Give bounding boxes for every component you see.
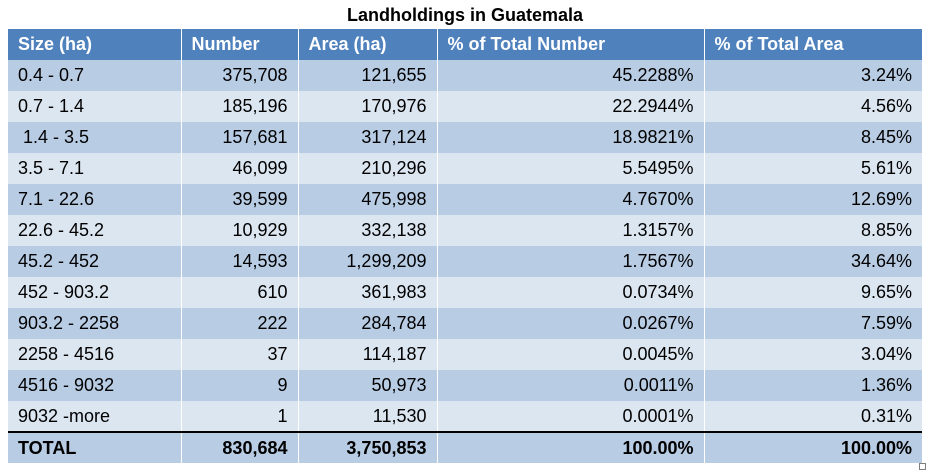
- pct-area-cell: 9.65%: [704, 277, 922, 308]
- table-row: 903.2 - 2258 222 284,784 0.0267% 7.59%: [8, 308, 922, 339]
- total-pct-number: 100.00%: [437, 431, 705, 463]
- column-header-size: Size (ha): [8, 29, 182, 60]
- area-cell: 210,296: [298, 153, 438, 184]
- size-cell: 0.4 - 0.7: [8, 60, 182, 91]
- size-cell: 452 - 903.2: [8, 277, 182, 308]
- pct-number-cell: 1.3157%: [437, 215, 705, 246]
- number-cell: 9: [181, 370, 299, 401]
- header-row: Size (ha) Number Area (ha) % of Total Nu…: [8, 29, 922, 60]
- pct-area-cell: 3.04%: [704, 339, 922, 370]
- pct-area-cell: 8.45%: [704, 122, 922, 153]
- total-pct-area: 100.00%: [704, 431, 922, 463]
- size-cell: 45.2 - 452: [8, 246, 182, 277]
- table-row: 9032 -more 1 11,530 0.0001% 0.31%: [8, 401, 922, 432]
- area-cell: 50,973: [298, 370, 438, 401]
- table-row: 2258 - 4516 37 114,187 0.0045% 3.04%: [8, 339, 922, 370]
- size-cell: 2258 - 4516: [8, 339, 182, 370]
- number-cell: 46,099: [181, 153, 299, 184]
- area-cell: 361,983: [298, 277, 438, 308]
- area-cell: 284,784: [298, 308, 438, 339]
- table-row: 1.4 - 3.5 157,681 317,124 18.9821% 8.45%: [8, 122, 922, 153]
- pct-area-cell: 12.69%: [704, 184, 922, 215]
- area-cell: 1,299,209: [298, 246, 438, 277]
- pct-number-cell: 18.9821%: [437, 122, 705, 153]
- pct-number-cell: 0.0267%: [437, 308, 705, 339]
- area-cell: 11,530: [298, 401, 438, 432]
- column-header-pct-number: % of Total Number: [437, 29, 705, 60]
- area-cell: 121,655: [298, 60, 438, 91]
- number-cell: 222: [181, 308, 299, 339]
- total-label: TOTAL: [8, 431, 182, 463]
- table-title: Landholdings in Guatemala: [346, 5, 584, 25]
- area-cell: 317,124: [298, 122, 438, 153]
- column-header-pct-area: % of Total Area: [704, 29, 922, 60]
- total-area: 3,750,853: [298, 431, 438, 463]
- table-row: 3.5 - 7.1 46,099 210,296 5.5495% 5.61%: [8, 153, 922, 184]
- table-row: 0.4 - 0.7 375,708 121,655 45.2288% 3.24%: [8, 60, 922, 91]
- table-row: 4516 - 9032 9 50,973 0.0011% 1.36%: [8, 370, 922, 401]
- total-number: 830,684: [181, 431, 299, 463]
- pct-area-cell: 7.59%: [704, 308, 922, 339]
- pct-area-cell: 3.24%: [704, 60, 922, 91]
- number-cell: 157,681: [181, 122, 299, 153]
- number-cell: 39,599: [181, 184, 299, 215]
- pct-number-cell: 22.2944%: [437, 91, 705, 122]
- pct-area-cell: 1.36%: [704, 370, 922, 401]
- resize-handle[interactable]: [919, 463, 926, 470]
- pct-number-cell: 0.0045%: [437, 339, 705, 370]
- pct-number-cell: 45.2288%: [437, 60, 705, 91]
- size-cell: 4516 - 9032: [8, 370, 182, 401]
- area-cell: 332,138: [298, 215, 438, 246]
- pct-number-cell: 0.0011%: [437, 370, 705, 401]
- pct-number-cell: 0.0734%: [437, 277, 705, 308]
- number-cell: 1: [181, 401, 299, 432]
- pct-area-cell: 34.64%: [704, 246, 922, 277]
- total-row: TOTAL 830,684 3,750,853 100.00% 100.00%: [8, 431, 922, 463]
- table-row: 7.1 - 22.6 39,599 475,998 4.7670% 12.69%: [8, 184, 922, 215]
- pct-area-cell: 0.31%: [704, 401, 922, 432]
- size-cell: 22.6 - 45.2: [8, 215, 182, 246]
- table-row: 0.7 - 1.4 185,196 170,976 22.2944% 4.56%: [8, 91, 922, 122]
- pct-number-cell: 4.7670%: [437, 184, 705, 215]
- pct-area-cell: 4.56%: [704, 91, 922, 122]
- table-row: 22.6 - 45.2 10,929 332,138 1.3157% 8.85%: [8, 215, 922, 246]
- pct-number-cell: 5.5495%: [437, 153, 705, 184]
- pct-number-cell: 0.0001%: [437, 401, 705, 432]
- number-cell: 610: [181, 277, 299, 308]
- number-cell: 375,708: [181, 60, 299, 91]
- column-header-area: Area (ha): [298, 29, 438, 60]
- area-cell: 475,998: [298, 184, 438, 215]
- column-header-number: Number: [181, 29, 299, 60]
- pct-number-cell: 1.7567%: [437, 246, 705, 277]
- table-row: 452 - 903.2 610 361,983 0.0734% 9.65%: [8, 277, 922, 308]
- area-cell: 114,187: [298, 339, 438, 370]
- landholdings-table: Size (ha) Number Area (ha) % of Total Nu…: [8, 29, 922, 463]
- size-cell: 0.7 - 1.4: [8, 91, 182, 122]
- pct-area-cell: 5.61%: [704, 153, 922, 184]
- table-row: 45.2 - 452 14,593 1,299,209 1.7567% 34.6…: [8, 246, 922, 277]
- number-cell: 37: [181, 339, 299, 370]
- pct-area-cell: 8.85%: [704, 215, 922, 246]
- area-cell: 170,976: [298, 91, 438, 122]
- size-cell: 9032 -more: [8, 401, 182, 432]
- size-cell: 903.2 - 2258: [8, 308, 182, 339]
- number-cell: 14,593: [181, 246, 299, 277]
- number-cell: 185,196: [181, 91, 299, 122]
- size-cell: 1.4 - 3.5: [8, 122, 182, 153]
- number-cell: 10,929: [181, 215, 299, 246]
- size-cell: 7.1 - 22.6: [8, 184, 182, 215]
- size-cell: 3.5 - 7.1: [8, 153, 182, 184]
